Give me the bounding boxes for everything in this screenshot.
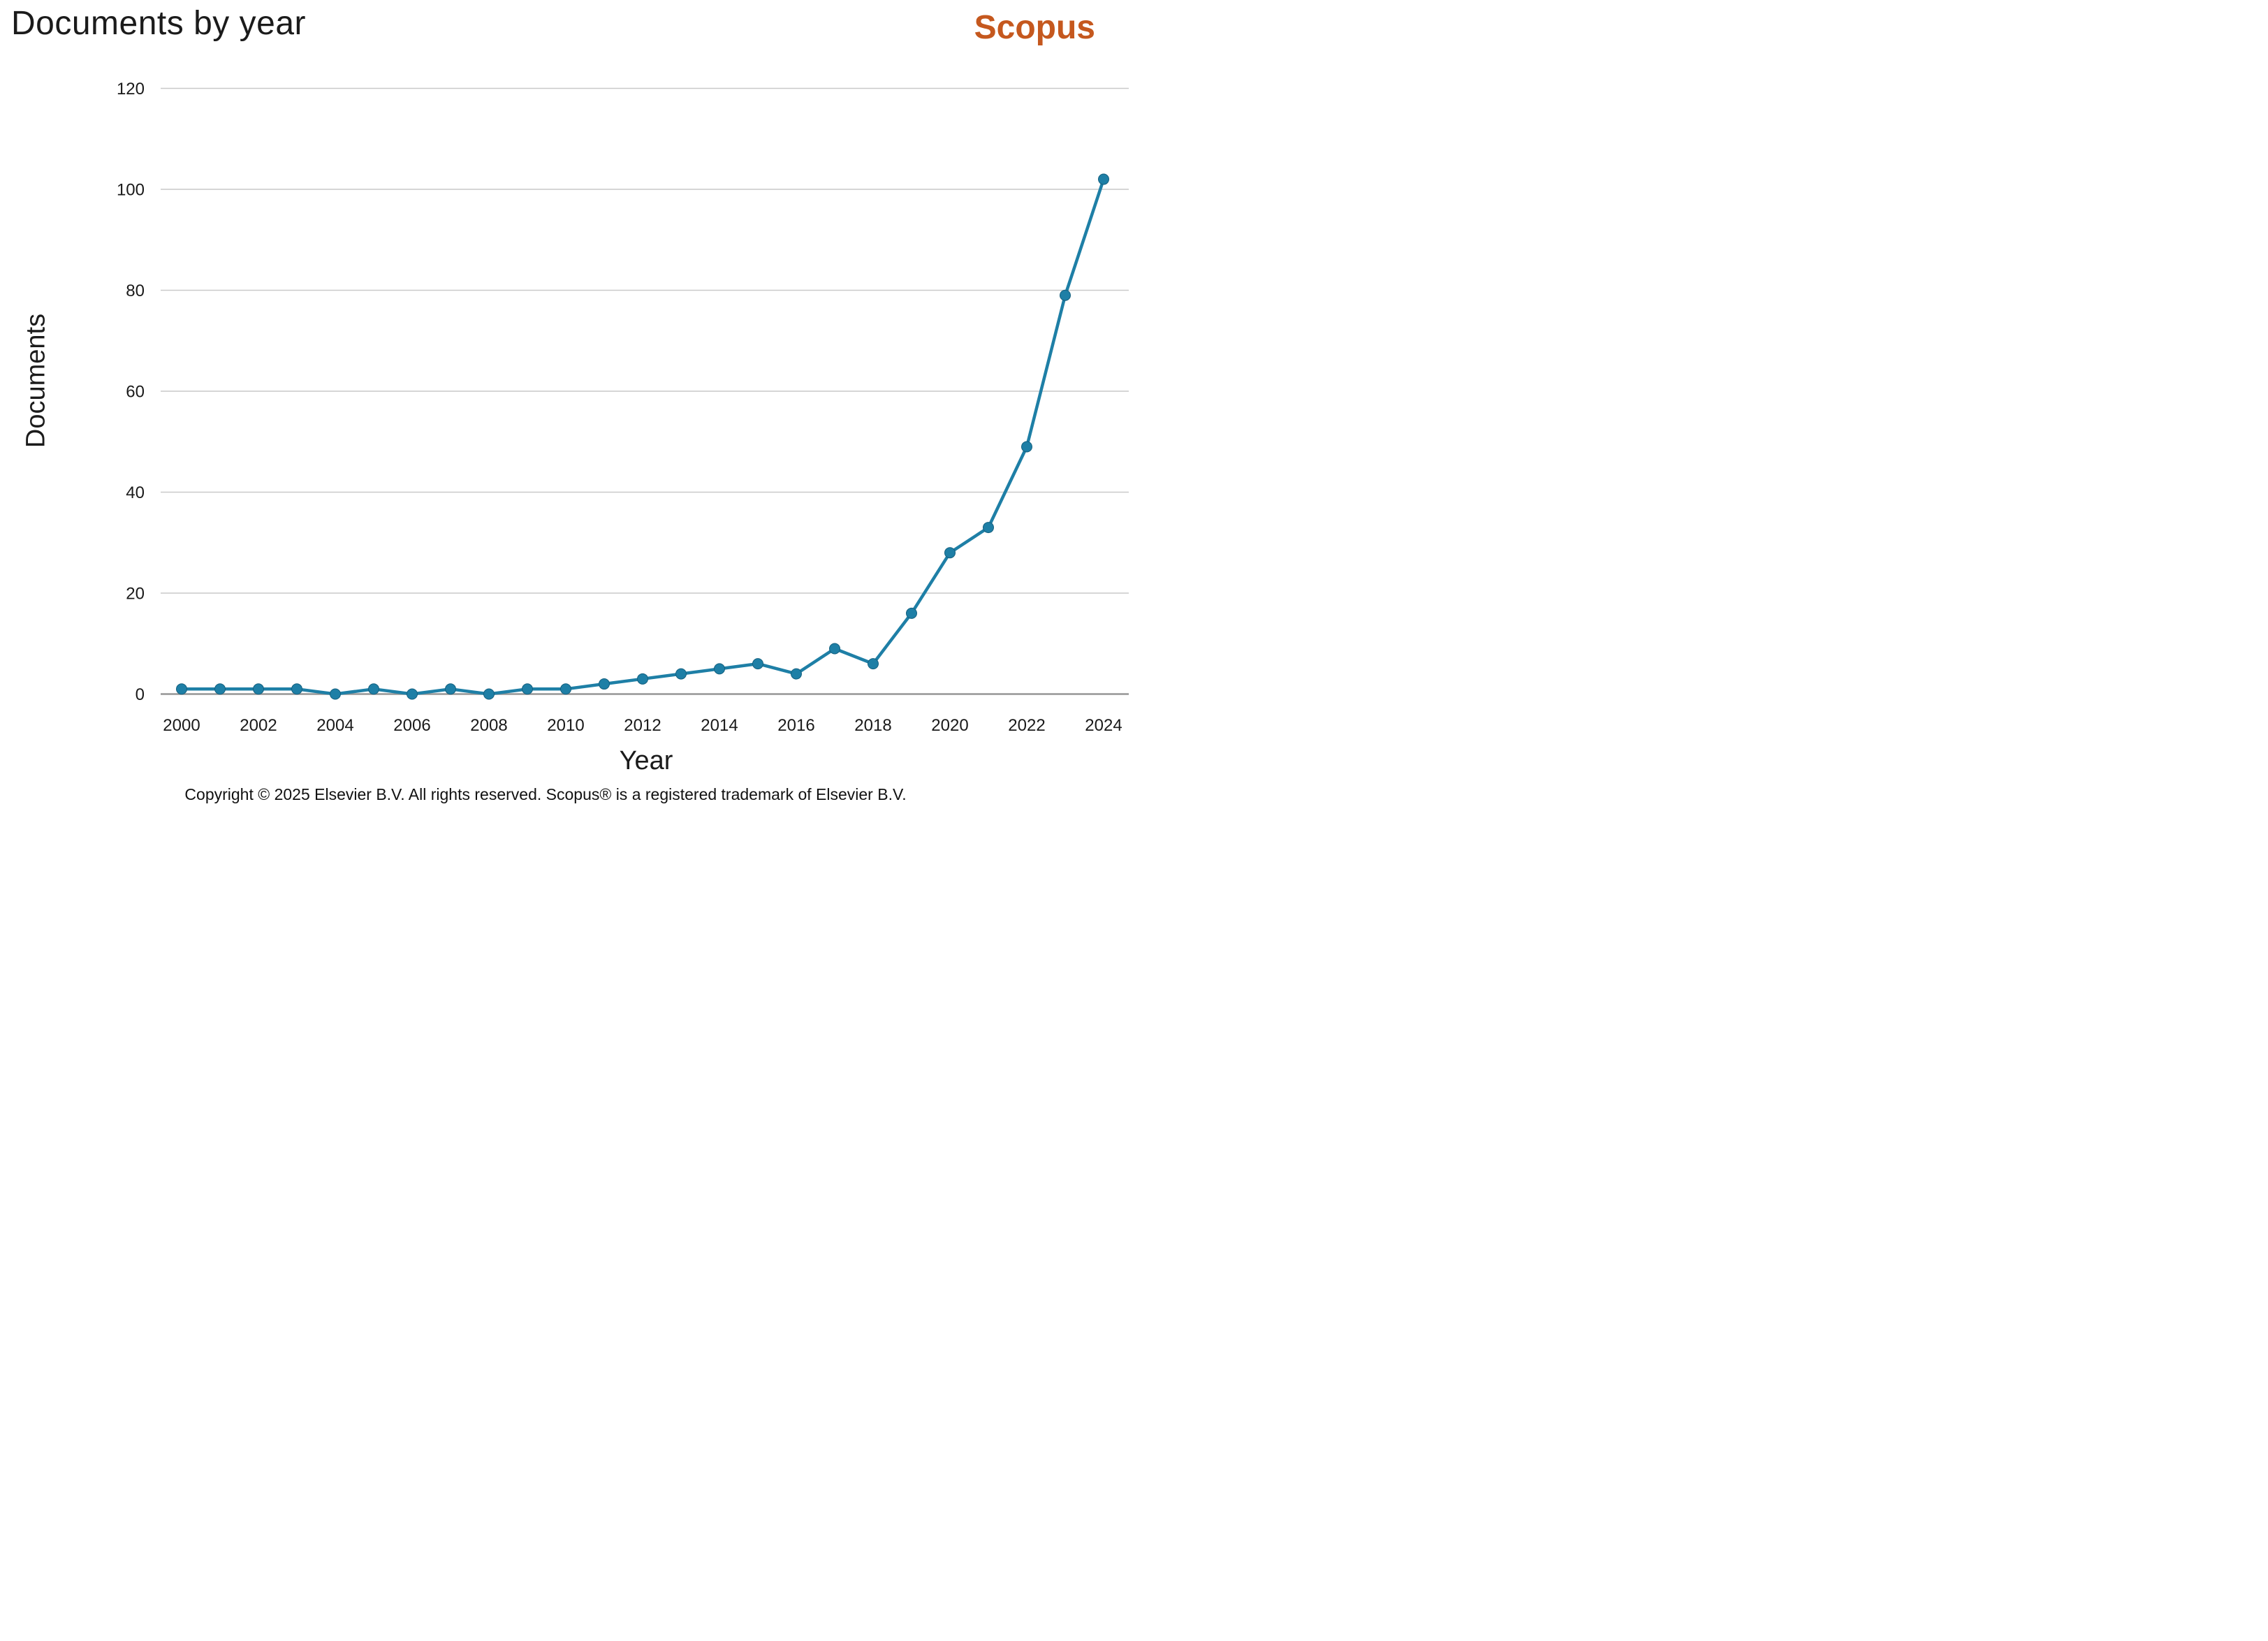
data-point-2016	[791, 668, 802, 680]
copyright-note: Copyright © 2025 Elsevier B.V. All right…	[184, 785, 907, 803]
data-point-2012	[637, 673, 648, 685]
x-tick-label-2010: 2010	[547, 716, 584, 735]
data-point-2002	[253, 683, 264, 695]
x-tick-label-2018: 2018	[854, 716, 891, 735]
y-tick-label-120: 120	[117, 80, 145, 99]
x-tick-label-2024: 2024	[1085, 716, 1122, 735]
x-tick-label-2008: 2008	[470, 716, 507, 735]
data-point-2023	[1060, 289, 1071, 301]
data-point-2013	[675, 668, 687, 680]
y-tick-label-60: 60	[126, 383, 145, 402]
data-point-2018	[868, 658, 879, 670]
y-tick-label-80: 80	[126, 282, 145, 300]
x-tick-label-2002: 2002	[240, 716, 277, 735]
data-point-2007	[445, 683, 456, 695]
x-axis-title: Year	[619, 746, 673, 775]
x-tick-label-2020: 2020	[931, 716, 968, 735]
scopus-logo: Scopus	[974, 9, 1095, 46]
data-point-2017	[829, 643, 840, 655]
data-point-2019	[906, 607, 917, 619]
data-point-2005	[368, 683, 379, 695]
x-tick-label-2006: 2006	[393, 716, 430, 735]
data-point-2008	[483, 688, 495, 700]
data-point-2006	[407, 688, 418, 700]
x-tick-label-2014: 2014	[701, 716, 738, 735]
data-point-2015	[752, 658, 763, 670]
x-tick-label-2000: 2000	[163, 716, 200, 735]
data-point-2020	[944, 547, 956, 559]
data-point-2014	[714, 663, 725, 675]
documents-series-line	[180, 177, 1106, 696]
x-tick-label-2004: 2004	[316, 716, 353, 735]
x-tick-label-2012: 2012	[624, 716, 661, 735]
data-point-2010	[560, 683, 571, 695]
page-title: Documents by year	[11, 5, 307, 42]
data-point-2003	[291, 683, 302, 695]
y-axis-title: Documents	[21, 313, 51, 448]
data-point-2011	[599, 678, 610, 690]
data-point-2000	[176, 683, 187, 695]
data-point-2004	[330, 688, 341, 700]
data-point-2001	[214, 683, 226, 695]
data-point-2024	[1098, 173, 1109, 185]
y-tick-label-0: 0	[136, 685, 145, 704]
y-tick-label-100: 100	[117, 181, 145, 200]
data-point-2022	[1021, 441, 1032, 453]
y-tick-label-20: 20	[126, 585, 145, 604]
data-point-2021	[983, 522, 994, 534]
x-tick-label-2016: 2016	[777, 716, 814, 735]
data-point-2009	[522, 683, 533, 695]
documents-by-year-chart: 0 20 40 60 80 100 120 2000 2002 2004 2006 2008 2010 2…	[117, 80, 1129, 735]
x-tick-label-2022: 2022	[1008, 716, 1045, 735]
y-tick-label-40: 40	[126, 483, 145, 502]
